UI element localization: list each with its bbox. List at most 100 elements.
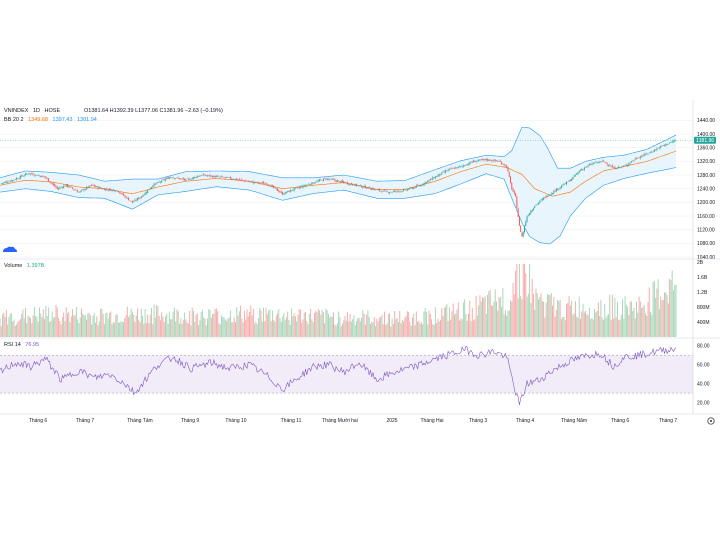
candle-body [645,154,646,155]
volume-bar [142,316,143,337]
candle-body [453,168,454,169]
volume-bar [133,315,134,337]
candle-body [366,188,367,189]
candle-body [56,186,57,187]
candle-body [567,182,568,183]
volume-bar [515,271,516,337]
candle-body [327,178,328,179]
candle-body [248,181,249,182]
volume-bar [77,319,78,337]
volume-bar [580,319,581,337]
volume-bar [337,323,338,337]
volume-bar [262,322,263,337]
volume-bar [151,308,152,337]
volume-bar [75,315,76,337]
volume-bar [479,295,480,337]
candle-body [471,162,472,163]
volume-bar [175,321,176,337]
volume-bar [530,303,531,337]
candle-body [12,180,13,181]
volume-bar [118,322,119,337]
candle-body [103,189,104,190]
volume-bar [612,295,613,337]
candle-body [127,198,128,199]
volume-bar [360,321,361,337]
price-axis-tick: 1280.00 [697,173,715,179]
candle-body [486,159,487,160]
candle-body [84,189,85,190]
candle-body [673,141,674,142]
volume-bar [662,300,663,337]
candle-body [628,163,629,165]
volume-bar [122,322,123,337]
candle-body [123,194,124,196]
candle-body [268,185,269,186]
volume-bar [263,308,264,337]
volume-bar [642,307,643,337]
volume-bar [460,318,461,337]
candle-body [640,156,641,158]
volume-bar [392,318,393,337]
candle-body [155,184,156,185]
volume-bar [527,297,528,337]
candle-body [276,188,277,189]
price-axis-tick: 1160.00 [697,214,715,220]
candle-body [322,180,323,181]
volume-bar [378,321,379,337]
volume-bar [590,319,591,337]
candle-body [488,159,489,160]
candle-body [221,176,222,177]
candle-body [521,233,522,237]
volume-bar [239,311,240,337]
candle-body [259,183,260,184]
candle-body [674,141,675,142]
candle-body [213,176,214,177]
volume-bar [648,302,649,337]
volume-bar [117,314,118,337]
candle-body [421,185,422,186]
volume-bar [376,319,377,337]
candle-body [52,183,53,184]
candle-body [49,181,50,182]
volume-bar [124,318,125,337]
volume-bar [168,324,169,337]
candle-body [118,191,119,192]
volume-bar [534,310,535,337]
candle-body [346,183,347,184]
candle-body [150,188,151,189]
volume-bar [637,313,638,337]
candle-body [66,184,67,186]
volume-bar [61,324,62,337]
volume-bar [646,316,647,337]
volume-bar [115,315,116,337]
volume-bar [238,316,239,337]
candle-body [469,162,470,165]
volume-bar [252,316,253,337]
volume-bar [553,297,554,337]
candle-body [216,176,217,177]
volume-bar [11,313,12,337]
volume-bar [87,313,88,337]
candle-body [420,185,421,186]
candle-body [244,181,245,182]
volume-bar [179,324,180,337]
volume-bar [208,309,209,337]
volume-bar [625,296,626,337]
volume-bar [432,324,433,337]
candle-body [255,182,256,183]
candle-body [580,170,581,171]
volume-bar [53,318,54,337]
candle-body [584,168,585,170]
candle-body [402,191,403,192]
volume-bar [510,300,511,337]
candle-body [133,202,134,203]
volume-bar [70,322,71,337]
candle-body [437,175,438,177]
volume-bar [147,315,148,337]
volume-bar [109,313,110,337]
volume-bar [663,300,664,337]
candle-body [569,180,570,181]
rsi-label: RSI 14 [4,342,21,348]
